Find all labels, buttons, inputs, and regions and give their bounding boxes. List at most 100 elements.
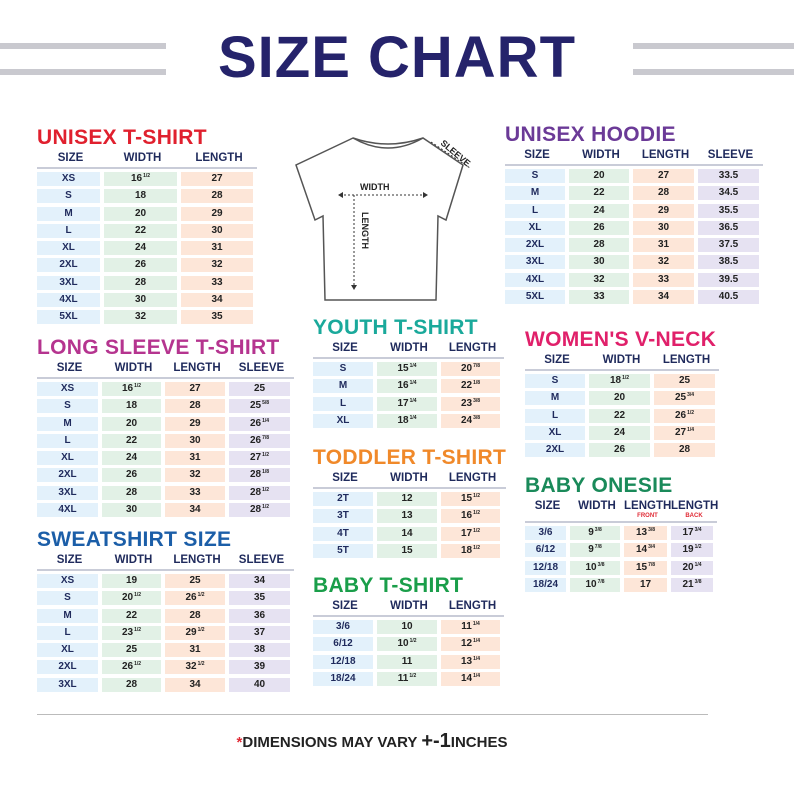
table-row: M 20 253/4 — [525, 391, 719, 408]
measure-cell: 39.5 — [698, 272, 759, 287]
measure-cell: 24 — [104, 241, 177, 256]
fraction: 1/4 — [473, 638, 481, 645]
size-cell: XL — [37, 643, 98, 658]
table-row: 12/18 11 131/4 — [313, 654, 504, 672]
measure-cell: 31 — [633, 238, 694, 253]
table-row: 3/6 93/8 133/8 173/4 — [525, 526, 717, 543]
column-header: LENGTH — [165, 554, 229, 567]
size-cell: 5XL — [505, 290, 565, 305]
measure-cell: 34 — [165, 503, 225, 518]
measure-cell: 121/4 — [441, 637, 500, 652]
measure-cell: 191/2 — [671, 543, 713, 558]
measure-cell: 261/2 — [102, 660, 161, 675]
fraction: 1/2 — [473, 544, 481, 551]
column-header: LENGTH — [165, 362, 229, 375]
column-header-label: LENGTH — [173, 362, 221, 374]
column-header: LENGTH — [441, 472, 504, 485]
size-cell: 2T — [313, 492, 373, 506]
measure-cell: 27 — [181, 172, 253, 186]
table-row: L 22 261/2 — [525, 408, 719, 426]
size-cell: 2XL — [37, 468, 98, 483]
table-row: M 20 29 — [37, 206, 257, 224]
size-cell: 3/6 — [525, 526, 566, 540]
size-cell: L — [37, 625, 98, 640]
measure-cell: 111/4 — [441, 620, 500, 634]
section-title: UNISEX HOODIE — [505, 123, 676, 146]
column-header-label: SIZE — [544, 354, 570, 366]
measure-cell: 93/8 — [570, 526, 620, 540]
table-row: 2XL 26 32 281/8 — [37, 468, 294, 485]
column-header: SIZE — [313, 342, 377, 355]
fraction: 3/8 — [648, 527, 656, 533]
fraction: 1/4 — [409, 414, 417, 421]
measure-cell: 32 — [181, 258, 253, 273]
measure-cell: 31 — [181, 241, 253, 256]
fraction: 1/2 — [143, 173, 151, 179]
size-table: SIZE WIDTH LENGTH 2T 12 151/2 3T 13 161/2 4T 14 171… — [313, 472, 507, 561]
size-cell: L — [37, 223, 100, 238]
size-cell: S — [37, 189, 100, 204]
measure-cell: 24 — [569, 203, 629, 218]
measure-cell: 157/8 — [624, 560, 667, 575]
measure-cell: 213/8 — [671, 577, 713, 592]
table-header: SIZE WIDTH LENGTH SLEEVE — [505, 149, 763, 166]
measure-cell: 40 — [229, 677, 290, 692]
fraction: 1/2 — [197, 592, 205, 599]
decorative-bar — [0, 43, 166, 49]
size-table: SIZE WIDTH LENGTH S 181/2 25 M 20 253/4 L 22 261/2 X… — [525, 354, 719, 460]
column-header-label: LENGTH — [641, 149, 690, 161]
fraction: 1/2 — [622, 375, 630, 381]
measure-cell: 20 — [569, 169, 629, 183]
measure-cell: 261/4 — [229, 416, 290, 431]
measure-cell: 171/2 — [441, 526, 500, 541]
table-row: XL 25 31 38 — [37, 643, 294, 660]
fraction: 1/4 — [473, 655, 481, 662]
column-header-label: SLEEVE — [238, 554, 285, 566]
measure-cell: 181/2 — [589, 374, 650, 388]
size-cell: 12/18 — [525, 560, 566, 575]
table-header: SIZE WIDTH LENGTH — [313, 472, 507, 489]
measure-cell: 28 — [569, 238, 629, 253]
fraction: 1/2 — [134, 626, 142, 633]
width-label: WIDTH — [360, 182, 390, 192]
column-header-label: SIZE — [56, 362, 83, 374]
size-cell: XS — [37, 574, 98, 588]
size-cell: 4T — [313, 526, 373, 541]
measure-cell: 141/4 — [441, 671, 500, 686]
measure-cell: 22 — [104, 223, 177, 238]
measure-cell: 267/8 — [229, 433, 290, 448]
measure-cell: 22 — [102, 433, 161, 448]
measure-cell: 30 — [633, 220, 694, 235]
column-header: WIDTH — [377, 342, 441, 355]
size-cell: 18/24 — [525, 577, 566, 592]
table-row: 12/18 103/8 157/8 201/4 — [525, 560, 717, 578]
column-header: SLEEVE — [229, 554, 294, 567]
measure-cell: 233/8 — [441, 396, 500, 411]
column-header: WIDTH — [102, 362, 165, 375]
section-title: TODDLER T-SHIRT — [313, 446, 507, 469]
column-header: LENGTH — [441, 600, 504, 613]
fraction: 3/8 — [594, 527, 602, 533]
measure-cell: 271/4 — [654, 425, 715, 440]
fraction: 1/4 — [472, 621, 480, 627]
column-header-label: WIDTH — [123, 152, 162, 164]
column-subheader: FRONT — [637, 513, 658, 519]
measure-cell: 32 — [569, 272, 629, 287]
footer-note: *DIMENSIONS MAY VARY +-1INCHES — [0, 730, 744, 753]
size-table: SIZE WIDTH LENGTH SLEEVE S 20 27 33.5 M 22 28 34.5 L… — [505, 149, 763, 307]
measure-cell: 161/2 — [104, 172, 177, 186]
measure-cell: 28 — [165, 608, 225, 623]
table-row: 2XL 26 28 — [525, 443, 719, 460]
measure-cell: 207/8 — [441, 362, 500, 376]
measure-cell: 13 — [377, 509, 437, 524]
measure-cell: 161/2 — [441, 509, 500, 524]
table-header: SIZE WIDTH LENGTH — [313, 600, 504, 617]
column-header: WIDTH — [377, 600, 441, 613]
table-header: SIZE WIDTH LENGTH — [525, 354, 719, 371]
baby-tshirt-section: BABY T-SHIRT SIZE WIDTH LENGTH 3/6 10 111/4 6/1… — [313, 574, 504, 689]
measure-cell: 18 — [104, 189, 177, 204]
measure-cell: 28 — [654, 443, 715, 458]
measure-cell: 35 — [181, 310, 253, 325]
measure-cell: 30 — [165, 433, 225, 448]
column-header-label: LENGTH — [662, 354, 711, 366]
